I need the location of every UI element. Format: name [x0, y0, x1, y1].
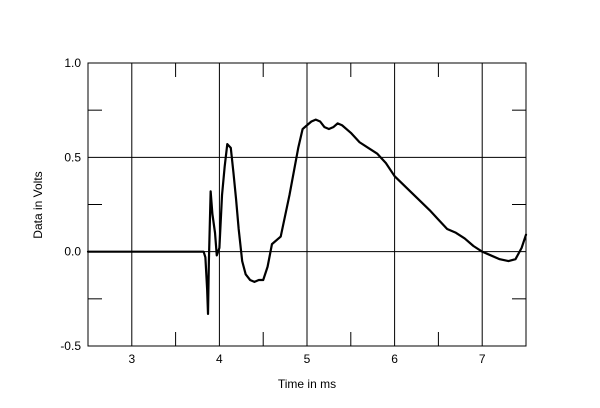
x-tick-label: 5	[304, 352, 311, 366]
y-tick-label: 0.5	[64, 150, 81, 164]
x-tick-label: 4	[216, 352, 223, 366]
grid-lines	[88, 62, 526, 347]
y-tick-labels: 1.0 0.5 0.0 -0.5	[60, 56, 81, 353]
x-tick-label: 7	[479, 352, 486, 366]
series-line	[86, 118, 528, 316]
y-tick-label: -0.5	[60, 339, 81, 353]
x-tick-labels: 3 4 5 6 7	[128, 352, 485, 366]
x-axis-label: Time in ms	[278, 377, 336, 391]
y-axis-label: Data in Volts	[31, 171, 45, 238]
y-tick-label: 1.0	[64, 56, 81, 70]
x-tick-label: 3	[128, 352, 135, 366]
plot-frame	[87, 62, 527, 347]
x-tick-label: 6	[391, 352, 398, 366]
y-tick-label: 0.0	[64, 245, 81, 259]
